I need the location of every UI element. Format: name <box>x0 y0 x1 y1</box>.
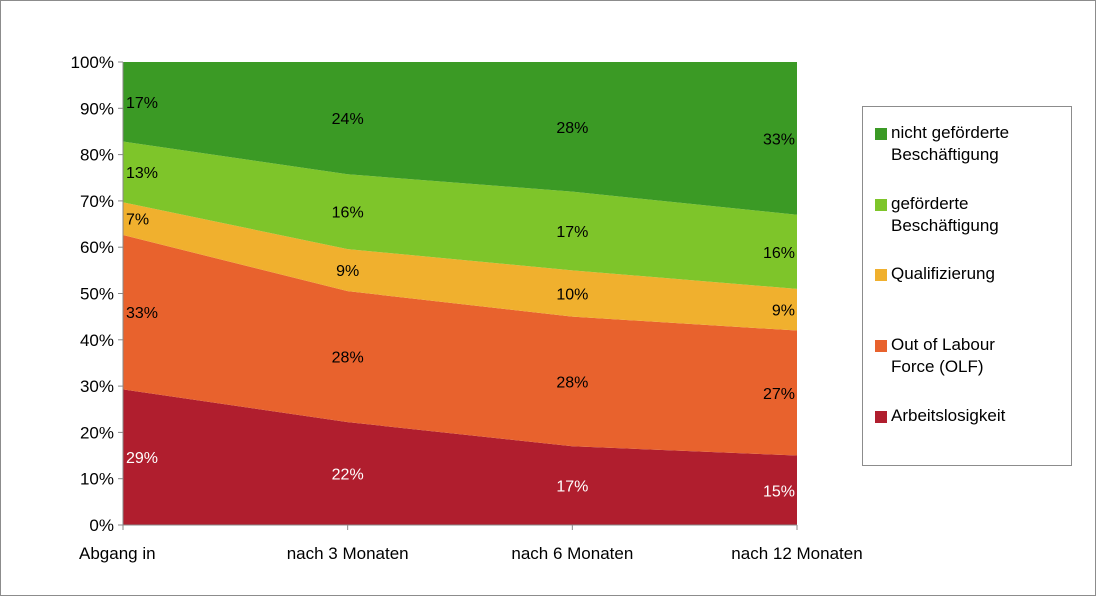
data-label: 24% <box>332 111 364 128</box>
data-label: 33% <box>763 131 795 148</box>
y-tick-label: 50% <box>80 285 114 304</box>
legend-label: nicht geförderte Beschäftigung <box>891 122 1066 166</box>
y-tick-label: 10% <box>80 470 114 489</box>
chart-legend: nicht geförderte Beschäftigung geförderte B… <box>862 106 1072 466</box>
legend-swatch <box>875 411 887 423</box>
legend-label: Qualifizierung <box>891 263 1066 285</box>
area-gef-rderte-besch-ftigung <box>123 141 797 289</box>
data-label: 22% <box>332 467 364 484</box>
legend-label-line: Qualifizierung <box>891 264 995 283</box>
data-label: 33% <box>126 305 158 322</box>
legend-label: Out of Labour Force (OLF) <box>891 334 1066 378</box>
legend-label-line: Beschäftigung <box>891 145 999 164</box>
data-label: 9% <box>772 303 795 320</box>
x-tick-label: nach 6 Monaten <box>511 544 633 563</box>
y-tick-label: 70% <box>80 192 114 211</box>
legend-label-line: Out of Labour <box>891 335 995 354</box>
area-arbeitslosigkeit <box>123 389 797 525</box>
data-label: 16% <box>332 205 364 222</box>
area-qualifizierung <box>123 202 797 331</box>
data-label: 7% <box>126 212 149 229</box>
area-nicht-gef-rderte-besch-ftigung <box>123 62 797 215</box>
x-tick-label: nach 3 Monaten <box>287 544 409 563</box>
legend-label: geförderte Beschäftigung <box>891 193 1066 237</box>
data-label: 13% <box>126 165 158 182</box>
area-out-of-labour-force-olf- <box>123 235 797 456</box>
data-label: 17% <box>556 224 588 241</box>
legend-label-line: nicht geförderte <box>891 123 1010 142</box>
data-label: 28% <box>556 374 588 391</box>
data-labels: 29% 22% 17% 15% 33% 28% 28% 27% 7% 9% 10% 9% 13% 16% 1… <box>126 95 795 501</box>
data-label: 9% <box>336 263 359 280</box>
y-tick-label: 60% <box>80 238 114 257</box>
data-label: 28% <box>556 120 588 137</box>
legend-label: Arbeitslosigkeit <box>891 405 1066 427</box>
y-tick-label: 30% <box>80 377 114 396</box>
y-tick-label: 80% <box>80 146 114 165</box>
legend-swatch <box>875 128 887 140</box>
y-tick-label: 90% <box>80 99 114 118</box>
area-layers <box>123 62 797 525</box>
legend-label-line: Force (OLF) <box>891 357 984 376</box>
legend-swatch <box>875 340 887 352</box>
data-label: 28% <box>332 350 364 367</box>
x-tick-label: nach 12 Monaten <box>731 544 862 563</box>
y-tick-label: 20% <box>80 423 114 442</box>
data-label: 27% <box>763 386 795 403</box>
data-label: 17% <box>556 479 588 496</box>
legend-label-line: Arbeitslosigkeit <box>891 406 1006 425</box>
data-label: 10% <box>556 287 588 304</box>
data-label: 15% <box>763 483 795 500</box>
legend-swatch <box>875 199 887 211</box>
data-label: 17% <box>126 95 158 112</box>
x-tick-label: Abgang in <box>79 544 156 563</box>
y-tick-label: 40% <box>80 331 114 350</box>
y-tick-label: 100% <box>71 53 114 72</box>
legend-swatch <box>875 269 887 281</box>
axes: 0% 10% 20% 30% 40% 50% 60% 70% 80% 90% 100% Abgang … <box>71 53 863 563</box>
legend-label-line: geförderte <box>891 194 969 213</box>
y-tick-label: 0% <box>89 516 114 535</box>
data-label: 29% <box>126 450 158 467</box>
legend-label-line: Beschäftigung <box>891 216 999 235</box>
data-label: 16% <box>763 245 795 262</box>
